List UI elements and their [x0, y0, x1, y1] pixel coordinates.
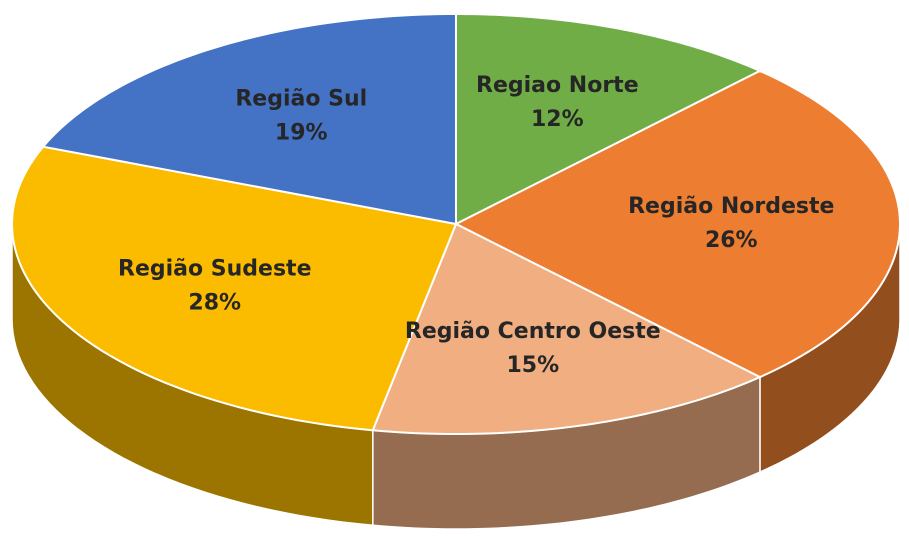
- slice-label: Região Nordeste: [628, 194, 834, 219]
- pie-slice: [453, 69, 902, 379]
- pie-slice: [455, 12, 763, 226]
- pie-slice: [371, 222, 763, 436]
- pie-slice: [11, 145, 458, 432]
- slice-value-label: 28%: [188, 291, 241, 316]
- slice-label: Regiao Norte: [476, 73, 639, 98]
- slice-value-label: 12%: [531, 107, 584, 132]
- slice-value-label: 15%: [506, 353, 559, 378]
- slice-value-label: 26%: [705, 228, 758, 253]
- slice-value-label: 19%: [275, 120, 328, 145]
- slice-label: Região Sul: [235, 86, 367, 111]
- slice-label: Região Sudeste: [118, 257, 311, 282]
- slice-label: Região Centro Oeste: [405, 319, 661, 344]
- pie-slice: [41, 12, 457, 226]
